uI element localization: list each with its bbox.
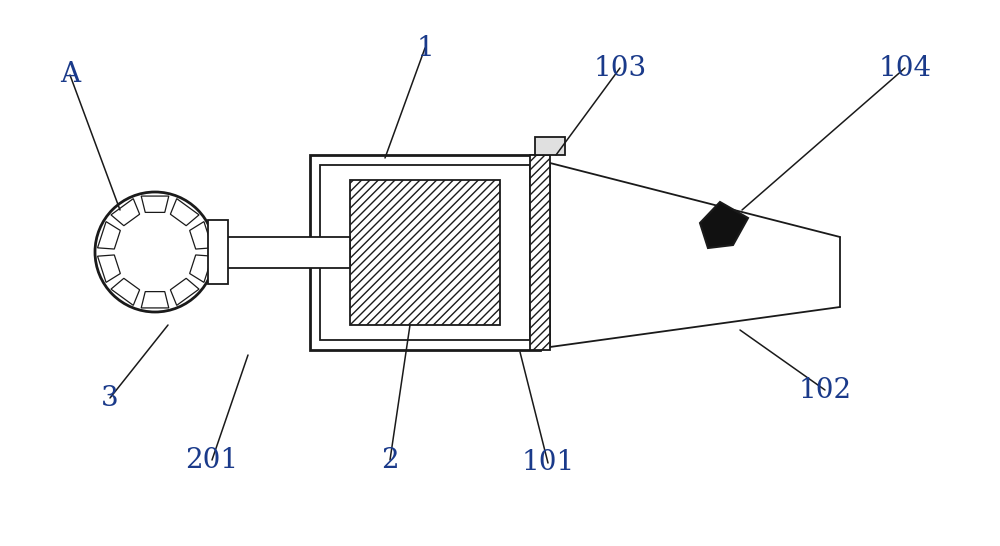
Bar bbox=[320, 165, 530, 340]
Polygon shape bbox=[98, 255, 120, 282]
Text: 104: 104 bbox=[878, 55, 932, 81]
Bar bbox=[208, 220, 228, 284]
Polygon shape bbox=[170, 199, 199, 225]
Bar bbox=[350, 180, 500, 325]
Text: 101: 101 bbox=[521, 449, 575, 477]
Polygon shape bbox=[111, 199, 140, 225]
Bar bbox=[225, 237, 350, 268]
Text: A: A bbox=[60, 62, 80, 88]
Bar bbox=[530, 155, 550, 350]
Polygon shape bbox=[700, 202, 748, 248]
Text: 2: 2 bbox=[381, 447, 399, 473]
Polygon shape bbox=[98, 222, 120, 249]
Text: 102: 102 bbox=[798, 377, 852, 403]
Polygon shape bbox=[111, 278, 140, 305]
Circle shape bbox=[95, 192, 215, 312]
Polygon shape bbox=[190, 255, 212, 282]
Text: 201: 201 bbox=[185, 447, 239, 473]
Text: 103: 103 bbox=[593, 55, 647, 81]
Polygon shape bbox=[170, 278, 199, 305]
Polygon shape bbox=[141, 292, 169, 308]
Text: 1: 1 bbox=[416, 34, 434, 62]
Bar bbox=[535, 137, 565, 155]
Text: 3: 3 bbox=[101, 384, 119, 412]
Bar bbox=[310, 155, 540, 350]
Polygon shape bbox=[141, 196, 169, 212]
Polygon shape bbox=[190, 222, 212, 249]
